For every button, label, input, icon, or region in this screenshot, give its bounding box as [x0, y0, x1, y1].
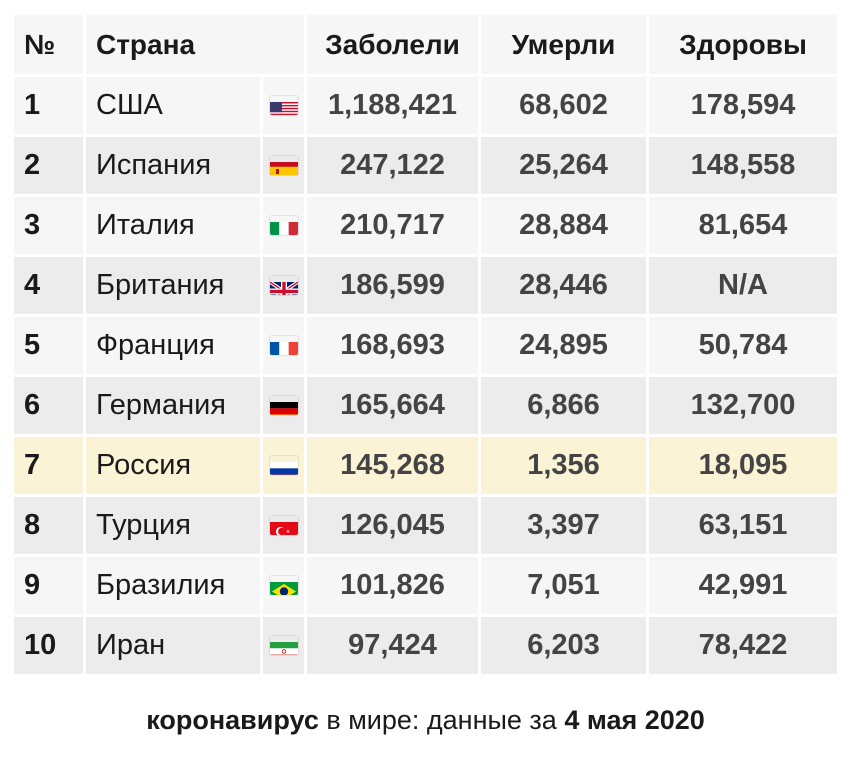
header-cases: Заболели — [307, 15, 481, 77]
row-recovered: 78,422 — [649, 617, 840, 677]
header-num: № — [14, 15, 86, 77]
germany-flag-icon — [269, 396, 298, 415]
row-country: Германия — [86, 377, 263, 437]
table-row: 3 Италия 210,717 28,884 81,654 — [14, 197, 840, 257]
row-flag — [263, 377, 307, 437]
uk-flag-icon — [269, 276, 298, 295]
table-header: № Страна Заболели Умерли Здоровы — [14, 15, 840, 77]
footer-caption: коронавирус в мире: данные за 4 мая 2020 — [0, 705, 851, 736]
header-country: Страна — [86, 15, 307, 77]
spain-flag-icon — [269, 156, 298, 175]
row-country: Италия — [86, 197, 263, 257]
footer-date: 4 мая 2020 — [564, 705, 705, 735]
row-flag — [263, 77, 307, 137]
row-num: 8 — [14, 497, 86, 557]
header-recovered: Здоровы — [649, 15, 840, 77]
france-flag-icon — [269, 336, 298, 355]
row-country: Бразилия — [86, 557, 263, 617]
row-recovered: 178,594 — [649, 77, 840, 137]
row-num: 2 — [14, 137, 86, 197]
row-country: США — [86, 77, 263, 137]
us-flag-icon — [269, 96, 298, 115]
row-deaths: 24,895 — [481, 317, 649, 377]
table-row: 4 Британия 186,599 28,446 N/A — [14, 257, 840, 317]
row-flag — [263, 497, 307, 557]
italy-flag-icon — [269, 216, 298, 235]
turkey-flag-icon — [269, 516, 298, 535]
row-country: Россия — [86, 437, 263, 497]
row-deaths: 25,264 — [481, 137, 649, 197]
row-recovered: 132,700 — [649, 377, 840, 437]
row-num: 9 — [14, 557, 86, 617]
table-row: 9 Бразилия 101,826 7,051 42,991 — [14, 557, 840, 617]
header-deaths: Умерли — [481, 15, 649, 77]
row-cases: 145,268 — [307, 437, 481, 497]
table-row: 1 США 1,188,421 68,602 178,594 — [14, 77, 840, 137]
row-cases: 1,188,421 — [307, 77, 481, 137]
row-cases: 210,717 — [307, 197, 481, 257]
row-recovered: 148,558 — [649, 137, 840, 197]
brazil-flag-icon — [269, 576, 298, 595]
row-flag — [263, 137, 307, 197]
row-deaths: 68,602 — [481, 77, 649, 137]
row-flag — [263, 617, 307, 677]
row-flag — [263, 557, 307, 617]
row-num: 4 — [14, 257, 86, 317]
row-deaths: 7,051 — [481, 557, 649, 617]
row-flag — [263, 317, 307, 377]
row-num: 5 — [14, 317, 86, 377]
row-recovered: 81,654 — [649, 197, 840, 257]
row-deaths: 6,866 — [481, 377, 649, 437]
row-cases: 101,826 — [307, 557, 481, 617]
table-row: 8 Турция 126,045 3,397 63,151 — [14, 497, 840, 557]
row-recovered: 18,095 — [649, 437, 840, 497]
table-row: 7 Россия 145,268 1,356 18,095 — [14, 437, 840, 497]
row-recovered: 63,151 — [649, 497, 840, 557]
row-recovered: 42,991 — [649, 557, 840, 617]
footer-topic: коронавирус — [146, 705, 319, 735]
row-num: 7 — [14, 437, 86, 497]
row-cases: 165,664 — [307, 377, 481, 437]
row-cases: 247,122 — [307, 137, 481, 197]
row-cases: 126,045 — [307, 497, 481, 557]
table-row: 10 Иран 97,424 6,203 78,422 — [14, 617, 840, 677]
row-num: 6 — [14, 377, 86, 437]
row-deaths: 3,397 — [481, 497, 649, 557]
row-recovered: N/A — [649, 257, 840, 317]
covid-table: № Страна Заболели Умерли Здоровы 1 США 1,1… — [14, 15, 840, 677]
footer-text: в мире: данные за — [318, 705, 565, 735]
row-country: Франция — [86, 317, 263, 377]
row-deaths: 6,203 — [481, 617, 649, 677]
row-num: 1 — [14, 77, 86, 137]
row-num: 3 — [14, 197, 86, 257]
row-country: Иран — [86, 617, 263, 677]
row-country: Британия — [86, 257, 263, 317]
row-flag — [263, 197, 307, 257]
row-cases: 168,693 — [307, 317, 481, 377]
row-flag — [263, 437, 307, 497]
row-deaths: 28,884 — [481, 197, 649, 257]
row-cases: 97,424 — [307, 617, 481, 677]
table-row: 6 Германия 165,664 6,866 132,700 — [14, 377, 840, 437]
row-recovered: 50,784 — [649, 317, 840, 377]
table-row: 2 Испания 247,122 25,264 148,558 — [14, 137, 840, 197]
row-country: Турция — [86, 497, 263, 557]
row-deaths: 1,356 — [481, 437, 649, 497]
russia-flag-icon — [269, 456, 298, 475]
row-deaths: 28,446 — [481, 257, 649, 317]
row-cases: 186,599 — [307, 257, 481, 317]
row-flag — [263, 257, 307, 317]
row-num: 10 — [14, 617, 86, 677]
row-country: Испания — [86, 137, 263, 197]
table-row: 5 Франция 168,693 24,895 50,784 — [14, 317, 840, 377]
iran-flag-icon — [269, 636, 298, 655]
